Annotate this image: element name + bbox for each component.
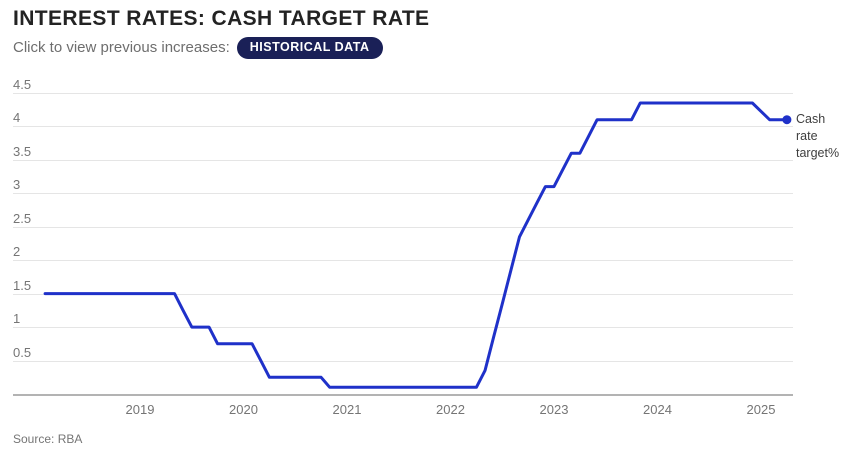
gridline <box>13 327 793 329</box>
x-tick-label: 2021 <box>332 402 362 417</box>
y-tick-label: 4.5 <box>13 76 32 92</box>
gridline <box>13 293 793 295</box>
page-title: INTEREST RATES: CASH TARGET RATE <box>13 7 430 30</box>
line-end-marker <box>782 115 792 125</box>
gridline <box>13 159 793 161</box>
x-tick-label: 2019 <box>125 402 155 417</box>
x-axis-line <box>13 394 793 396</box>
x-tick-label: 2025 <box>746 402 776 417</box>
x-tick-label: 2020 <box>229 402 258 417</box>
gridline <box>13 360 793 362</box>
y-tick-label: 3.5 <box>13 143 32 159</box>
gridline <box>13 226 793 228</box>
subtitle-text: Click to view previous increases: <box>13 39 230 57</box>
y-tick-label: 0.5 <box>13 344 32 360</box>
y-tick-label: 2.5 <box>13 210 32 226</box>
series-label: Cash rate target% <box>796 112 840 160</box>
source-note: Source: RBA <box>13 432 83 446</box>
x-tick-label: 2024 <box>643 402 672 417</box>
gridline <box>13 260 793 262</box>
y-tick-label: 3 <box>13 177 21 193</box>
historical-data-button[interactable]: HISTORICAL DATA <box>236 37 383 59</box>
cash-rate-line <box>43 101 789 389</box>
gridline <box>13 126 793 128</box>
subtitle-row: Click to view previous increases: HISTOR… <box>13 37 383 59</box>
y-tick-label: 1.5 <box>13 277 32 293</box>
gridline <box>13 92 793 94</box>
y-tick-label: 2 <box>13 244 21 260</box>
x-tick-label: 2022 <box>436 402 465 417</box>
gridline <box>13 193 793 195</box>
y-tick-label: 4 <box>13 110 21 126</box>
x-tick-label: 2023 <box>539 402 569 417</box>
y-tick-label: 1 <box>13 311 21 327</box>
